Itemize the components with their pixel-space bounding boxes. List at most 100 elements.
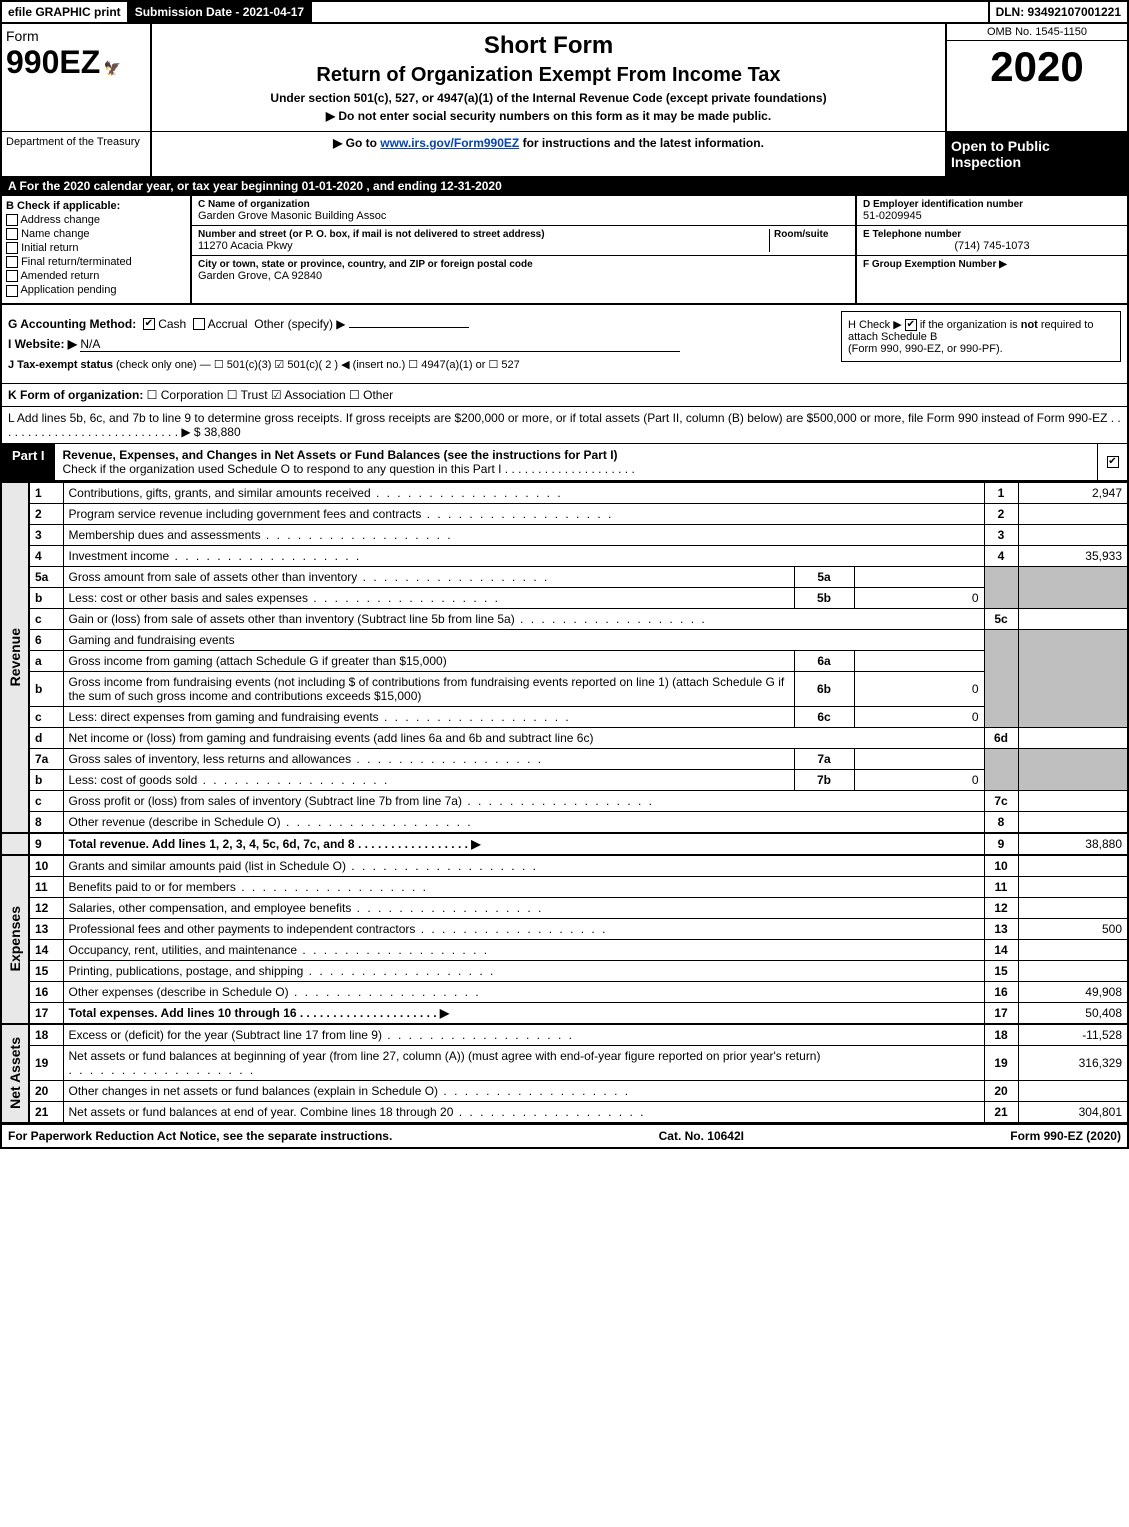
open-public: Open to Public Inspection [947,132,1127,176]
part1-check-note: Check if the organization used Schedule … [63,462,635,476]
row-12: 12 Salaries, other compensation, and emp… [1,897,1128,918]
ein-label: D Employer identification number [863,199,1121,210]
form-header: Form 990EZ 🦅 Short Form Return of Organi… [0,24,1129,131]
side-net-assets: Net Assets [1,1024,29,1123]
line-l: L Add lines 5b, 6c, and 7b to line 9 to … [0,406,1129,443]
org-name: Garden Grove Masonic Building Assoc [198,210,849,222]
row-7a: 7a Gross sales of inventory, less return… [1,748,1128,769]
i-label: I Website: ▶ [8,337,77,351]
g-cash-checkbox[interactable] [143,318,155,330]
omb-number: OMB No. 1545-1150 [947,24,1127,41]
amt-19: 316,329 [1018,1045,1128,1080]
j-label: J Tax-exempt status [8,359,113,371]
row-8: 8 Other revenue (describe in Schedule O)… [1,811,1128,833]
form-word: Form [6,28,39,44]
h-checkbox[interactable] [905,319,917,331]
part1-checkbox[interactable] [1107,456,1119,468]
page-footer: For Paperwork Reduction Act Notice, see … [0,1124,1129,1149]
g-other-input[interactable] [349,327,469,328]
h-text1: H Check ▶ [848,319,905,331]
l-amount: 38,880 [204,425,241,439]
subtitle: Under section 501(c), 527, or 4947(a)(1)… [160,91,937,105]
chk-name-change[interactable]: Name change [6,228,186,240]
phone-val: (714) 745-1073 [863,240,1121,252]
chk-final-return[interactable]: Final return/terminated [6,256,186,268]
h-not: not [1021,319,1038,331]
dln: DLN: 93492107001221 [990,2,1127,22]
amt-21: 304,801 [1018,1101,1128,1123]
chk-initial-return[interactable]: Initial return [6,242,186,254]
col-b: B Check if applicable: Address change Na… [2,196,192,303]
dept-row: Department of the Treasury ▶ Go to www.i… [0,131,1129,176]
title-return: Return of Organization Exempt From Incom… [160,64,937,87]
line-k: K Form of organization: ☐ Corporation ☐ … [0,383,1129,406]
submission-date: Submission Date - 2021-04-17 [129,2,312,22]
goto-prefix: ▶ Go to [333,136,380,150]
chk-address-change[interactable]: Address change [6,214,186,226]
goto-note: ▶ Go to www.irs.gov/Form990EZ for instru… [152,132,947,176]
phone-label: E Telephone number [863,229,1121,240]
k-label: K Form of organization: [8,388,143,402]
row-7b: b Less: cost of goods sold 7b 0 [1,769,1128,790]
topbar: efile GRAPHIC print Submission Date - 20… [0,0,1129,24]
header-mid: Short Form Return of Organization Exempt… [152,24,947,131]
org-name-label: C Name of organization [198,199,849,210]
line-a-text: A For the 2020 calendar year, or tax yea… [8,179,502,193]
amt-9: 38,880 [1018,833,1128,855]
row-6: 6 Gaming and fundraising events [1,629,1128,650]
amt-1: 2,947 [1018,482,1128,503]
ein-block: D Employer identification number 51-0209… [857,196,1127,226]
irs-link[interactable]: www.irs.gov/Form990EZ [380,136,519,150]
part1-title: Revenue, Expenses, and Changes in Net As… [55,444,1097,480]
addr-label: Number and street (or P. O. box, if mail… [198,229,769,240]
col-c: C Name of organization Garden Grove Maso… [192,196,857,303]
row-6b: b Gross income from fundraising events (… [1,671,1128,706]
row-19: 19 Net assets or fund balances at beginn… [1,1045,1128,1080]
row-2: 2 Program service revenue including gove… [1,503,1128,524]
efile-label: efile GRAPHIC print [8,5,121,19]
row-5a: 5a Gross amount from sale of assets othe… [1,566,1128,587]
amt-4: 35,933 [1018,545,1128,566]
g-accrual-checkbox[interactable] [193,318,205,330]
row-6a: a Gross income from gaming (attach Sched… [1,650,1128,671]
city-block: City or town, state or province, country… [192,256,855,285]
row-21: 21 Net assets or fund balances at end of… [1,1101,1128,1123]
room-label: Room/suite [774,229,849,240]
row-18: Net Assets 18 Excess or (deficit) for th… [1,1024,1128,1046]
part1-checkbox-cell [1097,444,1127,480]
info-block: B Check if applicable: Address change Na… [0,196,1129,305]
dept-treasury: Department of the Treasury [2,132,152,176]
footer-mid: Cat. No. 10642I [659,1129,744,1143]
side-revenue: Revenue [1,482,29,833]
part1-table: Revenue 1 Contributions, gifts, grants, … [0,482,1129,1124]
row-5c: c Gain or (loss) from sale of assets oth… [1,608,1128,629]
row-9: 9 Total revenue. Add lines 1, 2, 3, 4, 5… [1,833,1128,855]
amt-13: 500 [1018,918,1128,939]
row-3: 3 Membership dues and assessments 3 [1,524,1128,545]
group-exemption-label: F Group Exemption Number ▶ [863,259,1121,270]
chk-amended-return[interactable]: Amended return [6,270,186,282]
header-right: OMB No. 1545-1150 2020 [947,24,1127,131]
footer-right: Form 990-EZ (2020) [1010,1129,1121,1143]
part1-tag: Part I [2,444,55,480]
g-other: Other (specify) ▶ [254,317,345,331]
row-20: 20 Other changes in net assets or fund b… [1,1080,1128,1101]
chk-application-pending[interactable]: Application pending [6,284,186,296]
row-11: 11 Benefits paid to or for members 11 [1,876,1128,897]
line-a: A For the 2020 calendar year, or tax yea… [0,176,1129,196]
row-1: Revenue 1 Contributions, gifts, grants, … [1,482,1128,503]
ssn-note: ▶ Do not enter social security numbers o… [160,109,937,123]
ghij-block: H Check ▶ if the organization is not req… [0,305,1129,383]
phone-block: E Telephone number (714) 745-1073 [857,226,1127,256]
row-6c: c Less: direct expenses from gaming and … [1,706,1128,727]
addr-val: 11270 Acacia Pkwy [198,240,769,252]
tax-year: 2020 [947,41,1127,93]
row-6d: d Net income or (loss) from gaming and f… [1,727,1128,748]
g-label: G Accounting Method: [8,317,136,331]
form-number: 990EZ [6,44,100,80]
row-10: Expenses 10 Grants and similar amounts p… [1,855,1128,877]
row-5b: b Less: cost or other basis and sales ex… [1,587,1128,608]
h-text4: (Form 990, 990-EZ, or 990-PF). [848,343,1003,355]
efile-graphic: efile GRAPHIC print [2,2,129,22]
side-expenses: Expenses [1,855,29,1024]
